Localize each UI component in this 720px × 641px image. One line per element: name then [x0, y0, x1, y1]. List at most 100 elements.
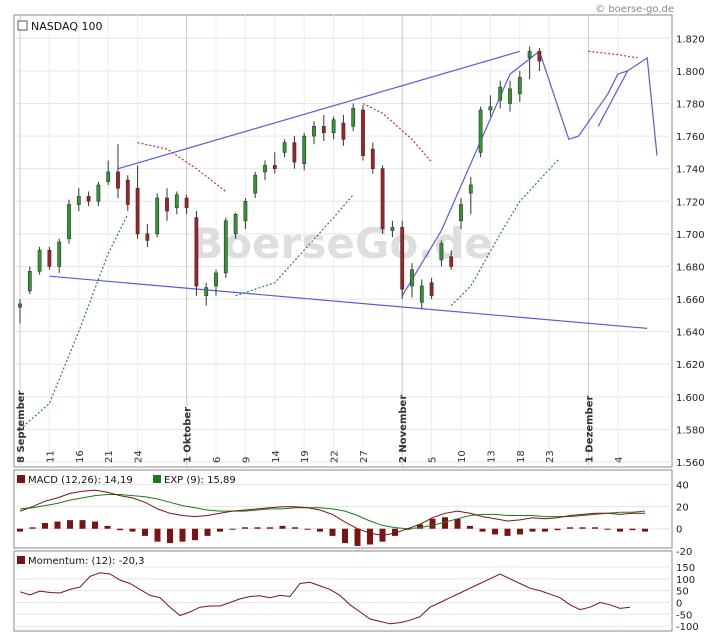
candle-down	[86, 196, 91, 202]
indicator-curve-red	[588, 50, 638, 59]
candle-up	[18, 303, 22, 308]
candle	[223, 217, 228, 278]
candle	[174, 191, 179, 215]
macd-histogram-bar	[442, 517, 448, 529]
candle-up	[67, 204, 71, 240]
candle-down	[292, 142, 297, 163]
macd-histogram-bar	[104, 525, 111, 529]
candle	[390, 220, 395, 238]
candle	[468, 176, 473, 215]
candle-up	[331, 119, 336, 134]
indicator-curve-green	[235, 194, 354, 297]
y-tick-label: 1.720	[676, 197, 705, 208]
macd-histogram-bar	[67, 520, 73, 529]
x-tick-label: 24	[134, 450, 145, 463]
candle	[537, 48, 542, 71]
macd-histogram-bar	[242, 527, 248, 529]
y-tick-label: 1.820	[676, 34, 705, 45]
candle-down	[449, 256, 454, 267]
candle	[106, 160, 111, 185]
candle-up	[96, 184, 101, 202]
macd-histogram-bar	[604, 528, 611, 530]
y-tick-label: 1.680	[676, 262, 705, 273]
macd-histogram-bar	[179, 528, 186, 542]
x-tick-label: 10	[457, 450, 468, 463]
candle-up	[37, 249, 42, 272]
y-tick-label: 20	[676, 503, 689, 514]
macd-histogram-bar	[517, 528, 523, 535]
x-tick-label: 4	[614, 457, 625, 463]
candle	[498, 80, 503, 109]
candle-down	[165, 197, 169, 212]
x-tick-label: 11	[45, 450, 56, 463]
candle	[57, 238, 62, 273]
momentum-line	[19, 572, 631, 625]
candle	[508, 80, 512, 112]
candle-up	[204, 287, 209, 297]
candle	[478, 106, 483, 158]
candle	[214, 269, 218, 296]
macd-histogram-bar	[304, 528, 311, 530]
y-tick-label: -20	[676, 547, 692, 558]
candle	[429, 277, 434, 300]
candle-up	[488, 106, 493, 111]
legend-swatch-macd	[17, 475, 25, 483]
macd-histogram-bar	[217, 528, 223, 532]
copyright-watermark: © boerse-go.de	[595, 4, 674, 15]
trend-line	[401, 50, 658, 297]
macd-histogram-bar	[92, 521, 98, 529]
trend-lines	[49, 50, 658, 329]
y-axis-labels-main: 1.560 1.580 1.600 1.620 1.640 1.660 1.680 1.700…	[676, 34, 705, 469]
candle	[272, 152, 277, 174]
candle	[67, 199, 71, 244]
macd-histogram-bar	[192, 528, 198, 541]
candle-up	[498, 86, 503, 101]
candle-up	[282, 142, 287, 153]
candle-up	[312, 125, 316, 137]
candle-down	[184, 197, 189, 209]
candle-up	[57, 241, 62, 267]
candle-down	[400, 227, 405, 290]
macd-histogram-bar	[167, 528, 173, 544]
candle	[47, 246, 52, 270]
macd-histogram-bar	[117, 528, 123, 531]
candle-up	[478, 109, 483, 153]
y-tick-label: -50	[676, 610, 692, 621]
candle-down	[321, 125, 326, 134]
candle	[253, 171, 258, 198]
candle	[135, 165, 140, 239]
candle	[233, 212, 238, 239]
macd-line	[19, 489, 645, 536]
macd-histogram-bar	[479, 528, 486, 532]
y-tick-label: 1.760	[676, 132, 705, 143]
macd-histogram-bar	[29, 527, 36, 529]
x-tick-label: 23	[545, 450, 556, 463]
legend-swatch-exp	[153, 475, 161, 483]
macd-histogram-bar	[267, 527, 273, 529]
candle-up	[174, 194, 179, 209]
candle-up	[155, 197, 160, 235]
candle	[517, 70, 522, 102]
legend-macd: MACD (12,26): 14,19	[28, 475, 133, 486]
candle	[292, 136, 297, 169]
macd-histogram-bar	[592, 527, 598, 529]
candle-up	[459, 204, 463, 222]
trend-line	[49, 275, 648, 329]
x-tick-label: 19	[300, 450, 311, 463]
candle	[18, 299, 22, 324]
candle	[410, 263, 414, 298]
x-tick-label: 6	[212, 457, 223, 463]
macd-histogram-bar	[54, 521, 61, 529]
candle-up	[76, 196, 81, 205]
x-tick-label: 5	[428, 457, 439, 463]
candle	[527, 46, 532, 80]
candle	[204, 282, 209, 306]
candle	[312, 121, 316, 145]
macd-histogram-bar	[354, 528, 361, 546]
y-tick-label: 1.800	[676, 67, 705, 78]
x-tick-label: 1 Oktober	[183, 407, 194, 463]
macd-histogram-bar	[279, 525, 286, 529]
y-tick-label: 1.600	[676, 393, 705, 404]
candle-down	[145, 233, 150, 241]
